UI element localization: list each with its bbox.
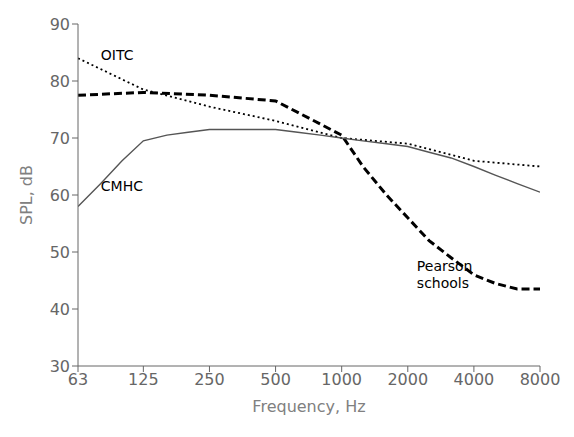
svg-text:50: 50 xyxy=(50,243,70,262)
svg-text:250: 250 xyxy=(194,370,225,389)
svg-text:30: 30 xyxy=(50,357,70,376)
svg-text:CMHC: CMHC xyxy=(101,178,143,194)
svg-text:80: 80 xyxy=(50,72,70,91)
svg-text:1000: 1000 xyxy=(321,370,362,389)
svg-text:2000: 2000 xyxy=(387,370,428,389)
svg-text:63: 63 xyxy=(68,370,88,389)
svg-text:Pearsonschools: Pearsonschools xyxy=(417,258,473,291)
svg-text:40: 40 xyxy=(50,300,70,319)
svg-text:500: 500 xyxy=(260,370,291,389)
svg-text:SPL, dB: SPL, dB xyxy=(17,165,36,225)
svg-text:60: 60 xyxy=(50,186,70,205)
svg-text:Frequency, Hz: Frequency, Hz xyxy=(252,397,365,416)
svg-text:90: 90 xyxy=(50,15,70,34)
svg-text:125: 125 xyxy=(128,370,159,389)
svg-text:70: 70 xyxy=(50,129,70,148)
svg-text:4000: 4000 xyxy=(454,370,495,389)
svg-text:8000: 8000 xyxy=(520,370,561,389)
svg-text:OITC: OITC xyxy=(101,47,134,63)
